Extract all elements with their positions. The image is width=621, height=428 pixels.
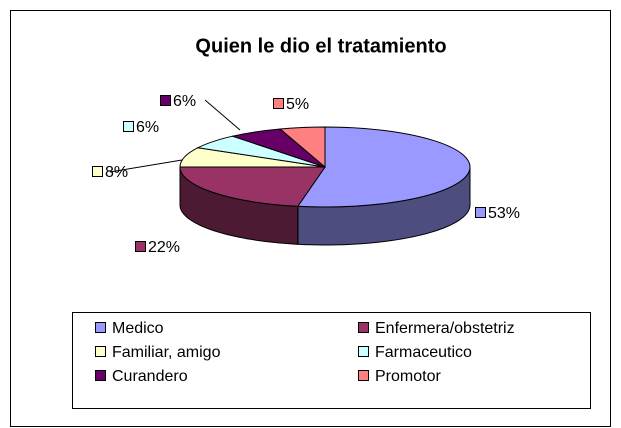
legend-swatch [95,370,106,381]
legend-label: Curandero [112,368,188,385]
data-label: 8% [105,164,128,181]
legend [72,312,591,409]
slice [296,126,471,208]
label-swatch [135,241,146,252]
data-label: 5% [286,96,309,113]
legend-label: Enfermera/obstetriz [375,320,515,337]
slice [278,126,326,169]
data-label: 6% [136,119,159,136]
leader-line [109,159,183,173]
legend-swatch [358,370,369,381]
legend-swatch [95,322,106,333]
legend-label: Promotor [375,368,441,385]
label-swatch [160,95,171,106]
legend-label: Medico [112,320,164,337]
label-swatch [475,207,486,218]
slice [179,166,326,207]
legend-label: Familiar, amigo [112,344,221,361]
legend-label: Farmaceutico [375,344,472,361]
label-swatch [92,166,103,177]
data-label: 22% [148,239,180,256]
label-swatch [273,98,284,109]
legend-swatch [358,346,369,357]
label-swatch [123,121,134,132]
legend-swatch [95,346,106,357]
leader-line [204,99,241,131]
chart-title: Quien le dio el tratamiento [195,35,446,57]
legend-swatch [358,322,369,333]
data-label: 6% [173,93,196,110]
data-label: 53% [488,205,520,222]
